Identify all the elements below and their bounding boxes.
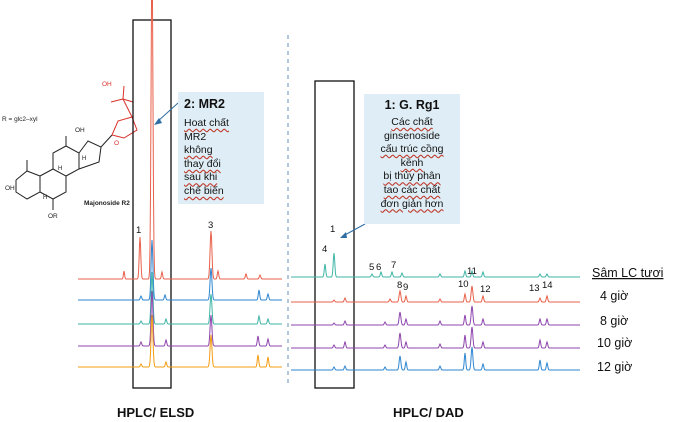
peak-label: 6	[376, 262, 381, 273]
annotation-line: đơn giản hơn	[380, 197, 444, 210]
dad-trace	[291, 252, 580, 278]
annotation-line: sau khi	[184, 171, 218, 184]
annotation-line: kềnh	[400, 156, 424, 169]
annotation-line: tao các chất	[383, 183, 441, 196]
peak-label: 5	[369, 262, 374, 273]
annotation-line: không	[184, 144, 213, 157]
atom-h-2: H	[58, 166, 62, 172]
peak-label: 3	[208, 220, 213, 231]
series-legend-label: 10 giờ	[597, 336, 632, 350]
annotation-line: chế biến	[184, 184, 224, 197]
peak-label: 4	[322, 244, 327, 255]
peak-label: 1	[330, 224, 335, 235]
chemical-structure: R = glc2–xyl OH OH OH H H H O OR Majonos…	[2, 81, 138, 220]
annotation-title-right: 1: G. Rg1	[384, 98, 440, 112]
annotation-box-left: 2: MR2 Hoat chất MR2 không thay đổi sau …	[178, 92, 264, 204]
annotation-line: Hoat chất	[184, 117, 229, 129]
annotation-title-left: 2: MR2	[184, 97, 225, 111]
peak-label: 8	[397, 280, 402, 291]
annotation-line: MR2	[184, 130, 207, 143]
peak-label: 14	[542, 280, 553, 291]
series-legend-label: 4 giờ	[600, 289, 628, 303]
series-legend-label: 12 giờ	[597, 360, 632, 374]
peak-label: 11	[467, 266, 477, 277]
series-legend-label: 8 giờ	[600, 314, 628, 328]
annotation-arrow-right	[342, 223, 366, 237]
peak-label: 13	[529, 283, 540, 294]
elsd-trace	[78, 290, 282, 347]
peak-label: 7	[391, 260, 396, 271]
atom-h-1: H	[82, 156, 86, 162]
elsd-trace	[78, 314, 282, 368]
dad-trace	[291, 346, 580, 371]
chart-title-elsd: HPLC/ ELSD	[117, 405, 194, 420]
peak-label: 1	[136, 225, 141, 236]
elsd-trace	[78, 239, 282, 301]
highlight-box-left	[132, 19, 172, 389]
annotation-line: cấu trúc cồng	[380, 143, 444, 156]
chart-title-dad: HPLC/ DAD	[393, 405, 464, 420]
annotation-arrow-left	[156, 102, 179, 123]
compound-name: Majonoside R2	[84, 200, 130, 207]
atom-o-ring: O	[114, 140, 119, 147]
peak-label: 12	[480, 284, 491, 295]
elsd-trace	[78, 271, 282, 325]
annotation-line: thay đổi	[184, 157, 221, 170]
r-group-label: R = glc2–xyl	[2, 116, 38, 123]
highlight-box-right	[314, 80, 355, 389]
atom-oh-12: OH	[75, 127, 85, 134]
atom-oh-top: OH	[102, 81, 112, 88]
annotation-line: ginsenoside	[383, 129, 441, 142]
atom-ho-3: OH	[5, 185, 15, 192]
atom-h-3: H	[43, 195, 47, 201]
peak-label: 10	[458, 279, 469, 290]
dad-trace	[291, 326, 580, 349]
peak-label: 9	[403, 282, 408, 293]
atom-or: OR	[48, 213, 58, 220]
annotation-line: bị thủy phân	[383, 170, 441, 183]
elsd-trace	[78, 0, 282, 280]
series-legend-label: Sâm LC tươi	[592, 266, 663, 280]
dad-trace	[291, 305, 580, 326]
annotation-box-right: 1: G. Rg1 Các chất ginsenoside cấu trúc …	[364, 94, 460, 224]
annotation-arrowhead-left	[154, 118, 162, 125]
annotation-line: Các chất	[391, 116, 433, 128]
dad-trace	[291, 285, 580, 303]
annotation-arrowhead-right	[340, 232, 347, 238]
